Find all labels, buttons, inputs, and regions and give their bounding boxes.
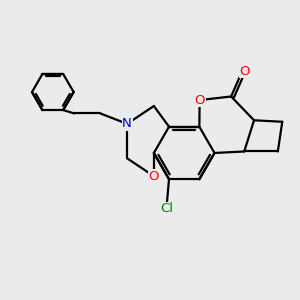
Text: N: N — [122, 117, 132, 130]
Text: O: O — [239, 65, 250, 78]
Text: O: O — [194, 94, 205, 106]
Text: O: O — [148, 170, 159, 183]
Text: Cl: Cl — [160, 202, 173, 215]
